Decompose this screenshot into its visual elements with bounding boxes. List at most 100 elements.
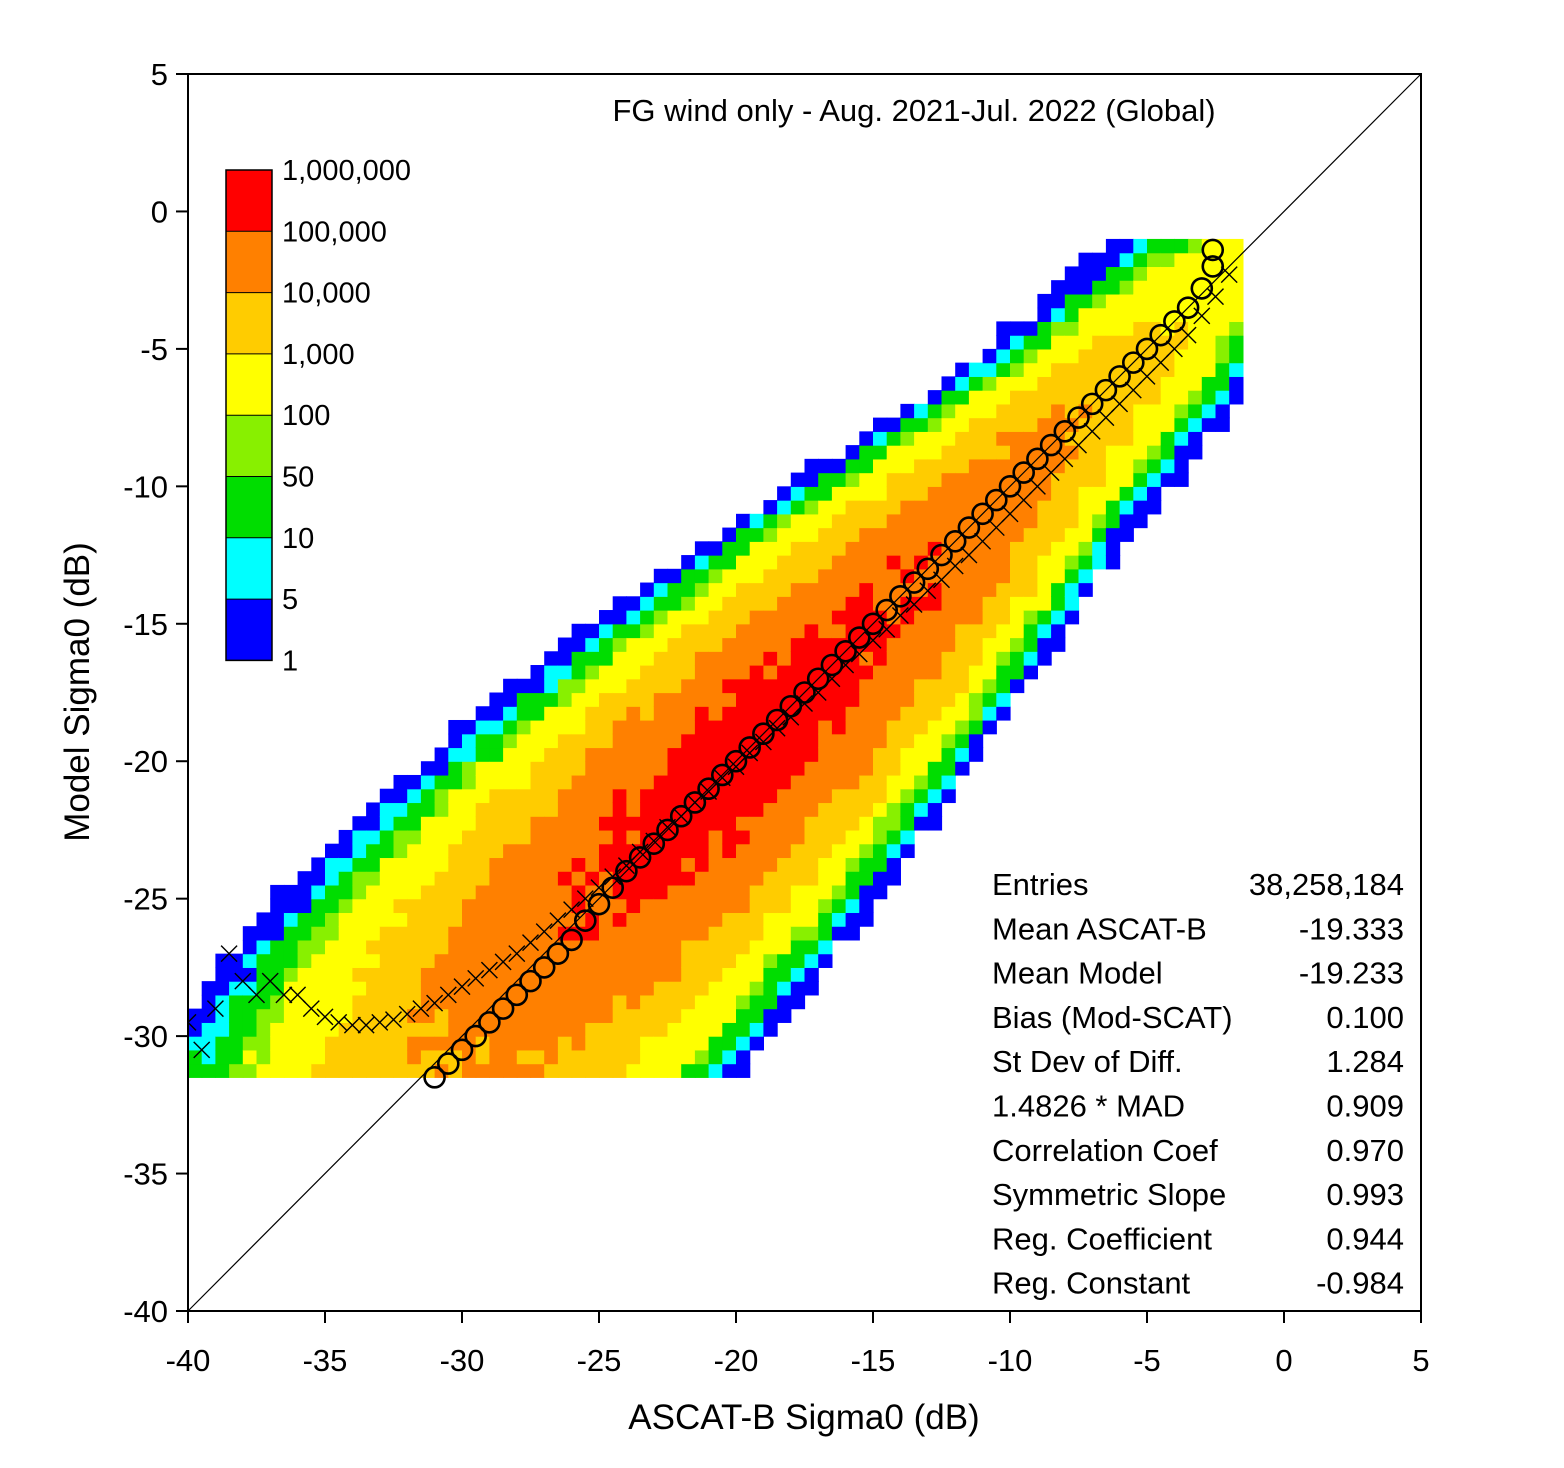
density-bin (1010, 417, 1025, 432)
density-bin (955, 445, 970, 460)
density-bin (777, 884, 792, 900)
density-bin (694, 994, 710, 1010)
density-bin (900, 513, 915, 529)
density-bin (557, 637, 573, 652)
density-bin (1023, 527, 1038, 542)
density-bin (681, 719, 696, 735)
density-bin (653, 939, 669, 955)
density-bin (749, 981, 764, 996)
density-bin (708, 1049, 723, 1065)
density-bin (722, 898, 737, 914)
density-bin (859, 898, 874, 914)
density-bin (516, 692, 532, 707)
density-bin (831, 706, 847, 721)
density-bin (859, 761, 874, 776)
density-bin (708, 912, 723, 927)
x-tick-label: 0 (1275, 1343, 1292, 1378)
density-bin (1160, 280, 1175, 295)
density-bin (694, 981, 710, 996)
density-bin (982, 610, 997, 625)
density-bin (763, 912, 778, 927)
density-bin (736, 816, 751, 831)
density-bin (475, 719, 490, 735)
density-bin (914, 417, 929, 432)
density-bin (626, 692, 641, 707)
colorbar-swatch (226, 599, 272, 661)
density-bin (667, 610, 682, 625)
density-bin (722, 926, 737, 941)
density-bin (489, 802, 504, 817)
density-bin (927, 431, 943, 446)
density-bin (420, 761, 436, 776)
density-bin (790, 788, 806, 804)
density-bin (462, 1008, 477, 1023)
density-bin (311, 1022, 326, 1037)
density-bin (612, 1063, 627, 1078)
density-bin (941, 431, 956, 446)
density-bin (599, 733, 614, 749)
density-bin (475, 829, 490, 845)
stat-label: St Dev of Diff. (992, 1044, 1183, 1079)
density-bin (790, 967, 806, 982)
density-bin (914, 747, 929, 762)
density-bin (708, 843, 723, 859)
density-bin (571, 706, 586, 721)
density-bin (585, 857, 600, 872)
density-bin (845, 802, 860, 817)
density-bin (325, 953, 340, 968)
density-bin (968, 651, 984, 666)
density-bin (599, 857, 614, 872)
density-bin (1078, 348, 1093, 364)
density-bin (311, 939, 326, 955)
density-bin (681, 912, 696, 927)
density-bin (653, 953, 669, 968)
density-bin (873, 486, 888, 501)
density-bin (996, 706, 1011, 721)
density-bin (818, 871, 833, 886)
density-bin (366, 857, 381, 872)
density-bin (1133, 445, 1148, 460)
density-bin (886, 747, 901, 762)
density-bin (544, 1008, 559, 1023)
circle-marker (943, 530, 967, 553)
density-bin (955, 665, 970, 680)
density-bin (1010, 568, 1025, 584)
density-bin (640, 1063, 655, 1078)
density-bin (516, 843, 532, 859)
density-bin (1133, 238, 1148, 254)
y-tick-label: -35 (123, 1157, 168, 1192)
density-bin (790, 719, 806, 735)
density-bin (1064, 527, 1080, 542)
density-bin (982, 582, 997, 597)
density-bin (1023, 582, 1038, 597)
density-bin (585, 1049, 600, 1065)
density-bin (242, 1008, 258, 1023)
density-bin (434, 898, 449, 914)
density-bin (914, 541, 929, 556)
density-bin (489, 788, 504, 804)
density-bin (763, 568, 778, 584)
x-marker (1015, 491, 1033, 509)
density-bin (530, 994, 545, 1010)
density-bin (968, 568, 984, 584)
density-bin (448, 843, 463, 859)
x-marker (974, 532, 992, 550)
density-bin (612, 953, 627, 968)
density-bin (626, 939, 641, 955)
density-bin (886, 445, 901, 460)
density-bin (407, 1022, 422, 1037)
density-bin (749, 774, 764, 790)
density-bin (571, 829, 586, 845)
x-marker (289, 986, 307, 1004)
density-bin (845, 884, 860, 900)
density-bin (462, 1063, 477, 1078)
x-marker (878, 620, 896, 638)
density-bin (626, 1008, 641, 1023)
circle-marker (1122, 351, 1145, 374)
density-bin (1078, 321, 1093, 336)
density-bin (941, 733, 956, 749)
density-bin (790, 527, 806, 542)
density-bin (694, 719, 710, 735)
density-bin (1037, 582, 1052, 597)
density-bin (1051, 335, 1066, 350)
